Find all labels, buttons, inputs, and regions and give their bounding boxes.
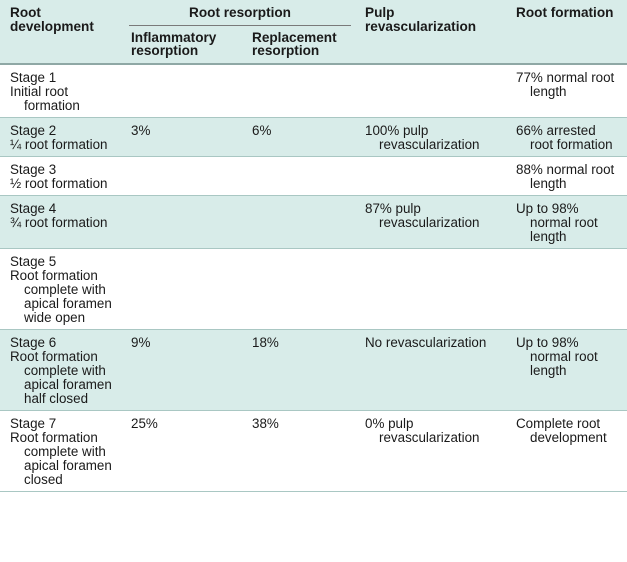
replacement-cell bbox=[242, 64, 355, 118]
inflammatory-cell: 25% bbox=[131, 416, 158, 431]
formation-cell: Complete root development bbox=[516, 416, 607, 445]
header-root-resorption: Root resorption bbox=[121, 0, 355, 31]
root-development-cell: Stage 5 Root formation complete with apic… bbox=[10, 254, 112, 325]
inflammatory-cell: 3% bbox=[131, 123, 151, 138]
formation-cell: 77% normal root length bbox=[516, 70, 615, 99]
table-row: Stage 7 Root formation complete with apic… bbox=[0, 411, 627, 492]
root-development-cell: Stage 6 Root formation complete with apic… bbox=[10, 335, 112, 406]
pulp-cell bbox=[355, 249, 506, 330]
replacement-cell bbox=[242, 196, 355, 249]
root-development-cell: Stage 7 Root formation complete with apic… bbox=[10, 416, 112, 487]
header-pulp-revascularization: Pulp revascularization bbox=[365, 5, 477, 34]
header-replacement-resorption: Replacement resorption bbox=[252, 30, 337, 58]
replacement-cell: 18% bbox=[252, 335, 279, 350]
root-development-cell: Stage 1 Initial root formation bbox=[10, 70, 80, 113]
root-development-table: Root development Root resorption Pulp re… bbox=[0, 0, 627, 492]
replacement-cell bbox=[242, 157, 355, 196]
inflammatory-cell bbox=[121, 64, 242, 118]
pulp-cell bbox=[355, 157, 506, 196]
inflammatory-cell: 9% bbox=[131, 335, 151, 350]
formation-cell: Up to 98% normal root length bbox=[516, 201, 598, 244]
replacement-cell: 6% bbox=[252, 123, 272, 138]
formation-cell: Up to 98% normal root length bbox=[516, 335, 598, 378]
formation-cell: 88% normal root length bbox=[516, 162, 615, 191]
pulp-cell: 87% pulp revascularization bbox=[365, 201, 480, 230]
header-root-formation: Root formation bbox=[516, 5, 614, 20]
pulp-cell: 100% pulp revascularization bbox=[365, 123, 480, 152]
inflammatory-cell bbox=[121, 249, 242, 330]
header-root-development: Root development bbox=[10, 5, 94, 34]
replacement-cell: 38% bbox=[252, 416, 279, 431]
inflammatory-cell bbox=[121, 196, 242, 249]
formation-cell: 66% arrested root formation bbox=[516, 123, 613, 152]
table-header: Root development Root resorption Pulp re… bbox=[0, 0, 627, 64]
pulp-cell bbox=[355, 64, 506, 118]
table-row: Stage 1 Initial root formation 77% normal… bbox=[0, 64, 627, 118]
header-inflammatory-resorption: Inflammatory resorption bbox=[131, 30, 217, 58]
inflammatory-cell bbox=[121, 157, 242, 196]
replacement-cell bbox=[242, 249, 355, 330]
table-row: Stage 5 Root formation complete with apic… bbox=[0, 249, 627, 330]
formation-cell bbox=[506, 249, 627, 330]
table-row: Stage 6 Root formation complete with apic… bbox=[0, 329, 627, 411]
pulp-cell: 0% pulp revascularization bbox=[365, 416, 480, 445]
pulp-cell: No revascularization bbox=[365, 335, 487, 350]
